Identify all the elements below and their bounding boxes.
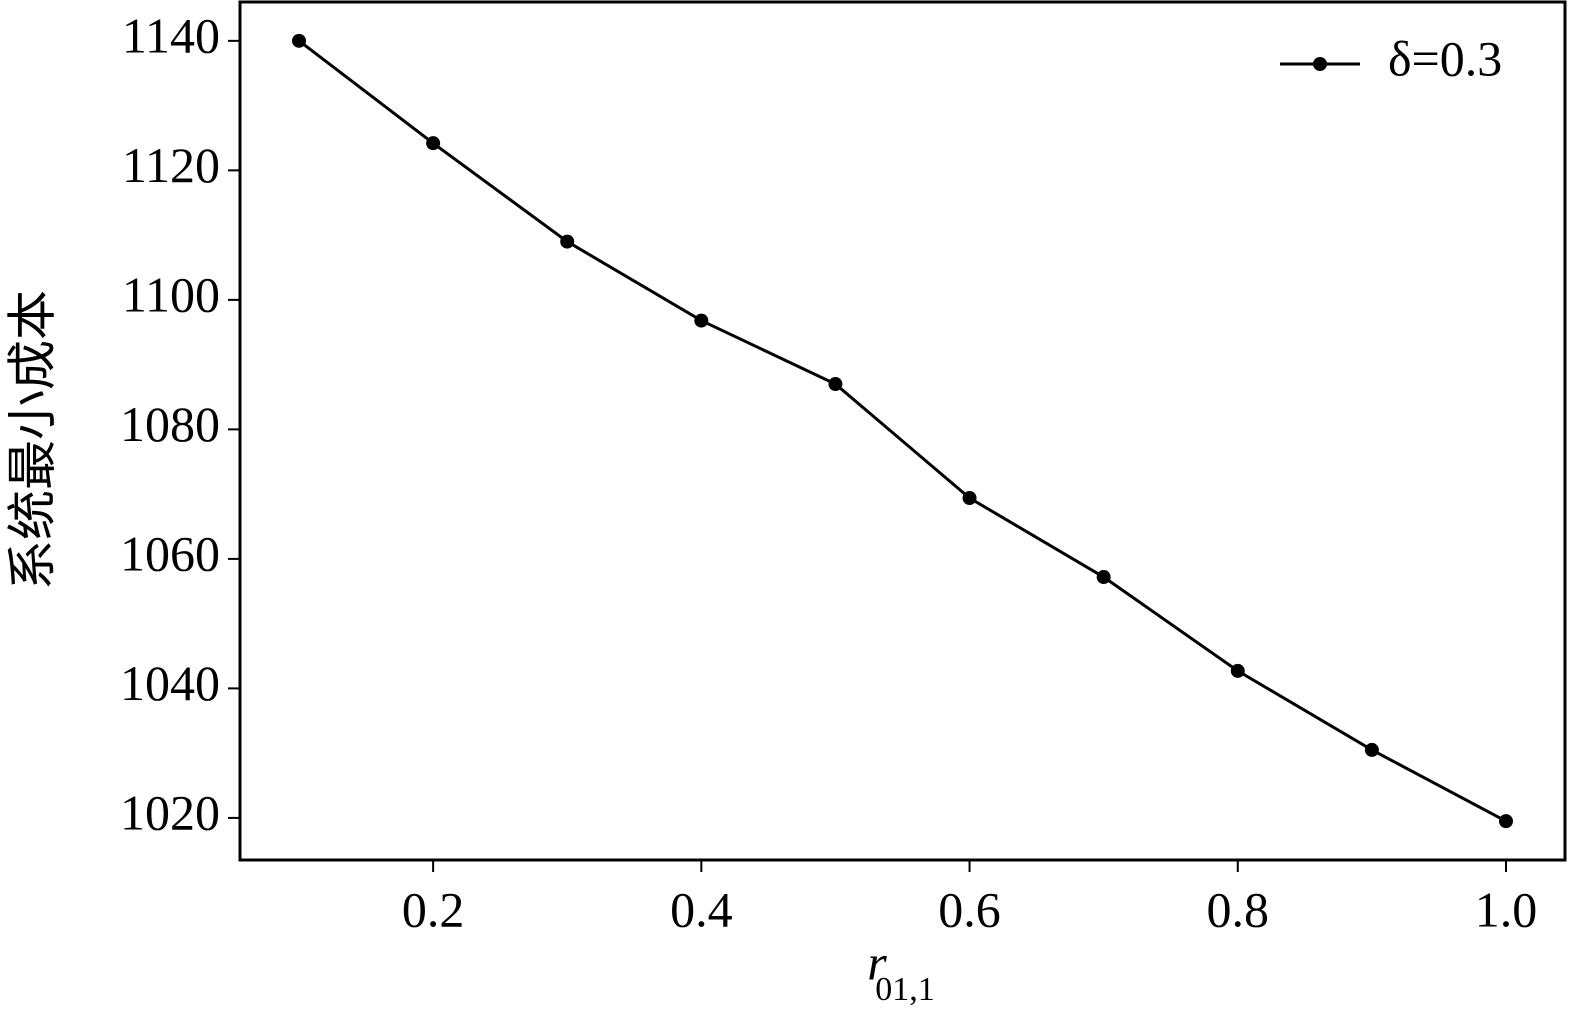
data-point (292, 33, 307, 48)
x-tick-label: 0.6 (938, 881, 1001, 937)
data-point (694, 313, 709, 328)
y-tick-label: 1020 (120, 784, 220, 840)
y-axis-label: 系统最小成本 (4, 290, 60, 590)
x-tick-label: 0.4 (670, 881, 733, 937)
y-tick-label: 1100 (122, 266, 220, 322)
data-point (828, 377, 843, 392)
data-point (426, 136, 441, 151)
plot-frame (238, 0, 1567, 862)
legend-label: δ=0.3 (1388, 30, 1502, 86)
y-tick-label: 1120 (122, 137, 220, 193)
data-point (1364, 742, 1379, 757)
y-tick-label: 1140 (122, 7, 220, 63)
legend-marker (1313, 57, 1327, 71)
y-tick-label: 1060 (120, 525, 220, 581)
series-line (298, 39, 1507, 823)
data-point (560, 234, 575, 249)
data-point (1498, 814, 1513, 829)
x-tick-label: 0.8 (1207, 881, 1270, 937)
x-tick-label: 1.0 (1475, 881, 1538, 937)
x-tick-label: 0.2 (402, 881, 465, 937)
x-axis-label: r (867, 934, 887, 990)
x-axis-label-subscript: 01,1 (875, 971, 935, 1008)
y-tick-label: 1080 (120, 396, 220, 452)
data-point (1230, 663, 1245, 678)
y-tick-label: 1040 (120, 655, 220, 711)
data-point (1096, 570, 1111, 585)
data-point (962, 491, 977, 506)
